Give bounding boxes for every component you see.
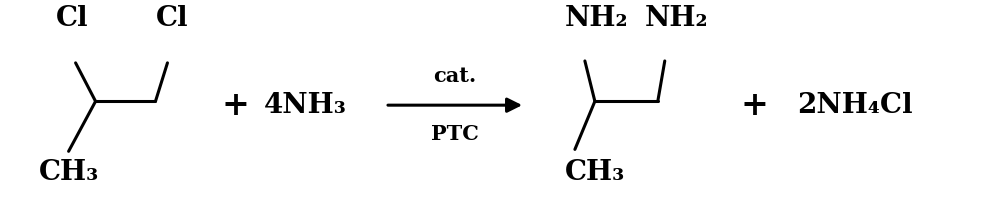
Text: +: + — [741, 89, 769, 122]
Text: CH₃: CH₃ — [565, 159, 625, 186]
Text: CH₃: CH₃ — [39, 159, 99, 186]
Text: PTC: PTC — [431, 124, 479, 144]
Text: 2NH₄Cl: 2NH₄Cl — [797, 92, 912, 119]
Text: Cl: Cl — [155, 5, 188, 32]
Text: +: + — [221, 89, 249, 122]
Text: NH₂: NH₂ — [565, 5, 628, 32]
Text: Cl: Cl — [56, 5, 88, 32]
Text: 4NH₃: 4NH₃ — [264, 92, 347, 119]
Text: NH₂: NH₂ — [645, 5, 708, 32]
Text: cat.: cat. — [433, 66, 477, 86]
